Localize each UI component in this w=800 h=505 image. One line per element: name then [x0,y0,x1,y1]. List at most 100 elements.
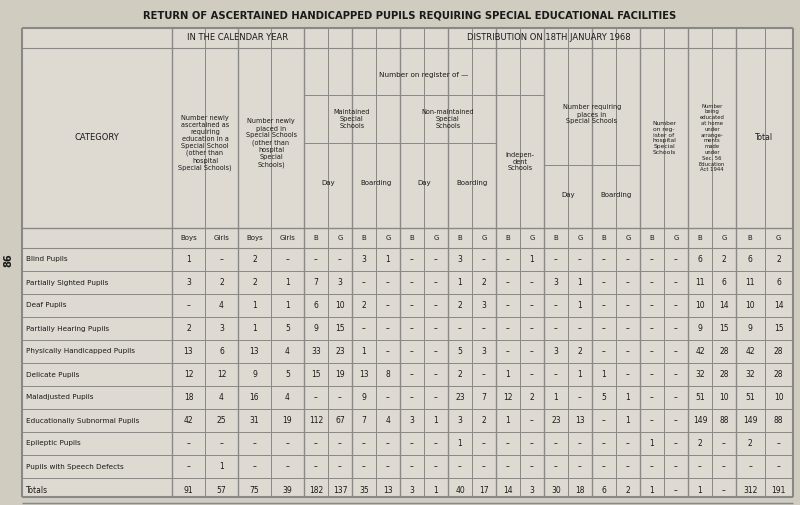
Text: –: – [314,393,318,402]
Text: –: – [410,439,414,448]
Text: –: – [458,462,462,471]
Text: 1: 1 [434,486,438,495]
Text: –: – [578,324,582,333]
Text: –: – [530,301,534,310]
Text: –: – [458,324,462,333]
Text: 5: 5 [285,324,290,333]
Text: 2: 2 [626,486,630,495]
Text: –: – [410,370,414,379]
Text: –: – [626,301,630,310]
Text: B: B [748,235,753,241]
Text: –: – [554,439,558,448]
Text: –: – [386,462,390,471]
Text: –: – [186,462,190,471]
Text: –: – [410,301,414,310]
Text: 42: 42 [695,347,705,356]
Text: G: G [482,235,486,241]
Text: –: – [674,462,678,471]
Text: 1: 1 [434,416,438,425]
Text: 6: 6 [698,255,702,264]
Text: 42: 42 [746,347,755,356]
Text: DISTRIBUTION ON 18TH JANUARY 1968: DISTRIBUTION ON 18TH JANUARY 1968 [466,33,630,42]
Text: –: – [362,324,366,333]
Text: –: – [506,278,510,287]
Text: 17: 17 [479,486,489,495]
Text: 1: 1 [530,255,534,264]
Text: –: – [386,324,390,333]
Text: 3: 3 [530,486,534,495]
Text: 1: 1 [285,278,290,287]
Text: Epileptic Pupils: Epileptic Pupils [26,440,81,446]
Text: –: – [386,278,390,287]
Text: 4: 4 [386,416,390,425]
Text: –: – [386,347,390,356]
Text: Indepen-
dent
Schools: Indepen- dent Schools [506,152,534,172]
Text: 13: 13 [383,486,393,495]
Text: 13: 13 [359,370,369,379]
Text: 2: 2 [578,347,582,356]
Text: 1: 1 [698,486,702,495]
Text: –: – [626,324,630,333]
Text: –: – [434,462,438,471]
Text: 4: 4 [219,393,224,402]
Text: Day: Day [561,191,575,197]
Text: –: – [554,301,558,310]
Text: 16: 16 [250,393,259,402]
Text: –: – [506,347,510,356]
Text: G: G [434,235,438,241]
Text: 91: 91 [184,486,194,495]
Text: 312: 312 [743,486,758,495]
Text: 2: 2 [458,301,462,310]
Text: Blind Pupils: Blind Pupils [26,257,68,263]
Text: 86: 86 [3,253,13,267]
Text: 19: 19 [282,416,292,425]
Text: 28: 28 [719,370,729,379]
Text: –: – [626,439,630,448]
Text: –: – [578,439,582,448]
Text: –: – [674,370,678,379]
Text: –: – [506,324,510,333]
Text: 149: 149 [693,416,707,425]
Text: –: – [186,301,190,310]
Text: 3: 3 [458,255,462,264]
Text: Total: Total [755,133,774,142]
Text: Non-maintained
Special
Schools: Non-maintained Special Schools [422,109,474,129]
Text: 12: 12 [503,393,513,402]
Text: 6: 6 [602,486,606,495]
Text: –: – [530,416,534,425]
Text: 1: 1 [626,416,630,425]
Text: –: – [554,255,558,264]
Text: 31: 31 [250,416,259,425]
Text: –: – [410,462,414,471]
Text: 39: 39 [282,486,292,495]
Text: 14: 14 [774,301,783,310]
Text: –: – [219,439,223,448]
Text: –: – [626,462,630,471]
Text: 2: 2 [776,255,781,264]
Text: –: – [602,278,606,287]
Text: 1: 1 [650,439,654,448]
Text: 1: 1 [554,393,558,402]
Text: –: – [650,462,654,471]
Text: –: – [777,439,781,448]
Text: 14: 14 [503,486,513,495]
Text: 12: 12 [217,370,226,379]
Text: 10: 10 [746,301,755,310]
Text: 30: 30 [551,486,561,495]
Text: –: – [674,255,678,264]
Text: –: – [674,486,678,495]
Text: 14: 14 [719,301,729,310]
Text: 19: 19 [335,370,345,379]
Text: –: – [410,324,414,333]
Text: –: – [434,393,438,402]
Text: 11: 11 [746,278,755,287]
Text: –: – [434,278,438,287]
Text: –: – [674,416,678,425]
Text: 18: 18 [184,393,194,402]
Text: B: B [650,235,654,241]
Text: 2: 2 [722,255,726,264]
Text: Boarding: Boarding [456,180,488,186]
Text: 25: 25 [217,416,226,425]
Text: 6: 6 [722,278,726,287]
Text: G: G [722,235,726,241]
